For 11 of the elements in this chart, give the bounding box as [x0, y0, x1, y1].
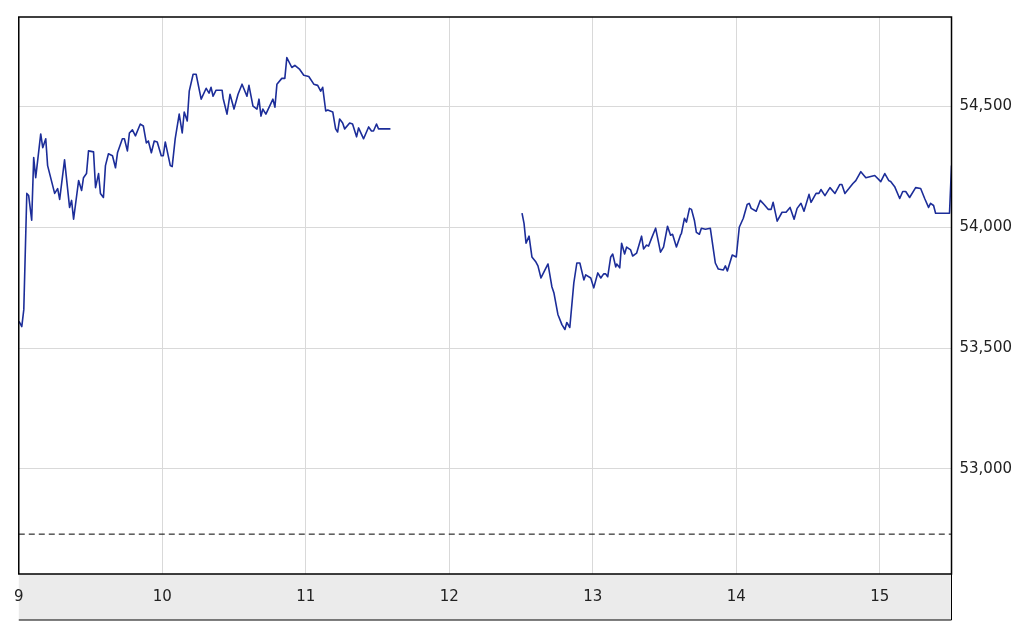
x-tick-label: 9 — [14, 586, 24, 605]
x-tick-label: 15 — [870, 586, 890, 605]
x-tick-label: 13 — [583, 586, 603, 605]
x-tick-label: 12 — [439, 586, 459, 605]
y-tick-label: 53,500 — [959, 337, 1013, 356]
x-tick-label: 10 — [152, 586, 172, 605]
y-tick-label: 54,000 — [959, 217, 1013, 236]
x-tick-label: 14 — [726, 586, 746, 605]
y-tick-label: 53,000 — [959, 458, 1013, 477]
x-tick-label: 11 — [296, 586, 316, 605]
y-tick-label: 54,500 — [959, 96, 1013, 115]
